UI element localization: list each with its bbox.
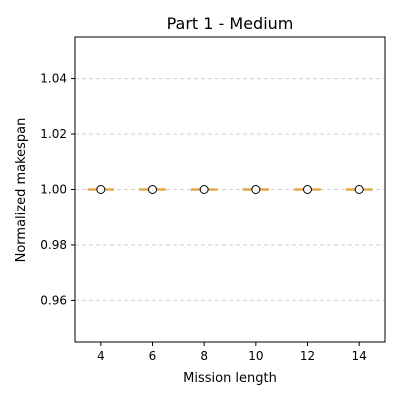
x-tick-label: 14 bbox=[352, 349, 367, 363]
chart-title: Part 1 - Medium bbox=[167, 14, 294, 33]
x-tick-label: 10 bbox=[248, 349, 263, 363]
mean-marker bbox=[148, 185, 157, 194]
x-tick-label: 8 bbox=[200, 349, 208, 363]
mean-marker bbox=[199, 185, 209, 194]
y-tick-label: 1.02 bbox=[40, 127, 67, 141]
x-tick-label: 6 bbox=[149, 349, 157, 363]
x-tick-label: 4 bbox=[97, 349, 105, 363]
axes: 0.96 0.98 1.00 1.02 1.04 4 6 8 10 12 14 bbox=[40, 72, 367, 363]
y-tick-label: 1.00 bbox=[40, 183, 67, 197]
y-axis-label: Normalized makespan bbox=[14, 118, 29, 263]
mean-marker bbox=[303, 185, 312, 194]
y-tick-label: 1.04 bbox=[40, 72, 67, 86]
mean-marker bbox=[96, 185, 106, 194]
x-axis-label: Mission length bbox=[183, 371, 277, 386]
grid-lines bbox=[75, 78, 385, 301]
y-tick-label: 0.96 bbox=[40, 293, 67, 307]
y-tick-label: 0.98 bbox=[40, 238, 67, 252]
mean-marker bbox=[354, 185, 364, 194]
data-marks bbox=[87, 185, 373, 194]
mean-marker bbox=[251, 185, 261, 194]
x-tick-label: 12 bbox=[300, 349, 315, 363]
